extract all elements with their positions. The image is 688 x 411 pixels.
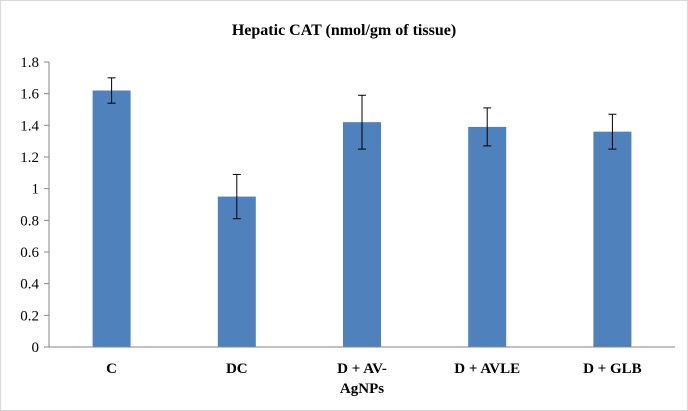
bar-dc bbox=[217, 196, 256, 347]
bar-d-avle bbox=[468, 126, 507, 348]
y-tick-label: 1.4 bbox=[20, 118, 39, 134]
chart-title: Hepatic CAT (nmol/gm of tissue) bbox=[232, 22, 456, 39]
y-tick-label: 1.2 bbox=[20, 150, 39, 166]
x-tick-label: DC bbox=[226, 361, 248, 377]
bars bbox=[92, 90, 632, 348]
y-tick-label: 1.6 bbox=[20, 87, 39, 103]
y-axis: 0 0.2 0.4 0.6 0.8 1 1.2 1.4 1.6 1.8 bbox=[20, 55, 50, 356]
x-tick-label: D + GLB bbox=[583, 361, 642, 377]
error-bars bbox=[107, 77, 617, 220]
x-tick-label: D + AVLE bbox=[454, 361, 520, 377]
bar-d-glb bbox=[593, 131, 632, 347]
bar-c bbox=[92, 90, 131, 347]
bar-d-av-agnps bbox=[343, 122, 381, 348]
y-tick-label: 0.2 bbox=[20, 308, 39, 324]
x-tick-label: C bbox=[106, 361, 117, 377]
x-axis: C DC D + AV-AgNPs D + AVLE D + GLB bbox=[49, 346, 675, 397]
y-tick-label: 1.8 bbox=[20, 55, 39, 71]
y-tick-label: 0.8 bbox=[20, 213, 39, 229]
y-tick-label: 0 bbox=[32, 340, 40, 356]
y-tick-label: 0.4 bbox=[20, 277, 39, 293]
y-tick-label: 1 bbox=[32, 182, 40, 198]
y-tick-label: 0.6 bbox=[20, 245, 39, 261]
x-tick-label: D + AV-AgNPs bbox=[337, 361, 387, 397]
